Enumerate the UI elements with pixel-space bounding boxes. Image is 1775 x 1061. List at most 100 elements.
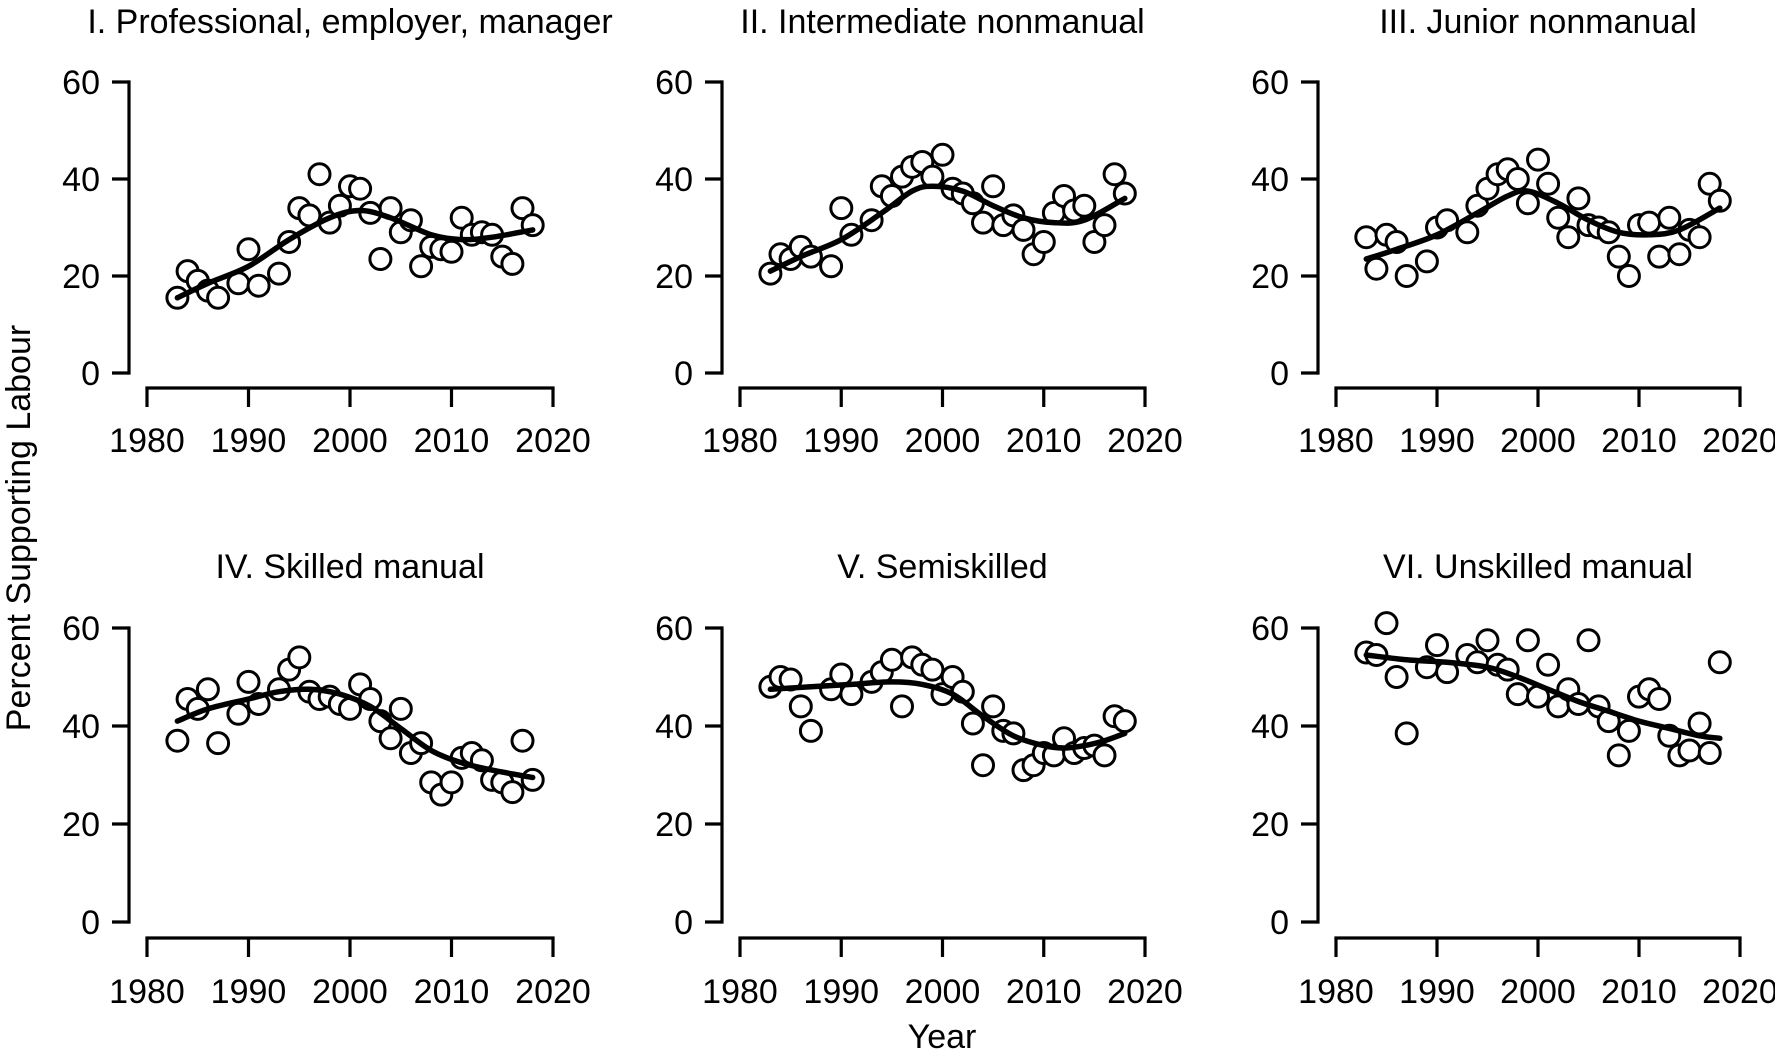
scatter-point <box>1606 244 1631 269</box>
scatter-point <box>378 726 403 751</box>
panel-title: II. Intermediate nonmanual <box>740 3 1144 41</box>
x-tick-label: 2010 <box>414 422 490 460</box>
y-tick-label: 40 <box>655 708 693 746</box>
scatter-point <box>1707 650 1732 675</box>
panel-title: V. Semiskilled <box>837 548 1047 586</box>
x-tick-label: 2000 <box>312 973 388 1011</box>
x-tick-label: 1990 <box>803 973 879 1011</box>
scatter-point <box>1687 225 1712 250</box>
scatter-point <box>195 677 220 702</box>
scatter-point <box>1505 682 1530 707</box>
x-tick-label: 1990 <box>803 422 879 460</box>
scatter-point <box>1697 171 1722 196</box>
scatter-point <box>1455 220 1480 245</box>
scatter-point <box>788 694 813 719</box>
scatter-point <box>930 142 955 167</box>
scatter-point <box>409 254 434 279</box>
scatter-point <box>439 239 464 264</box>
x-tick-label: 1980 <box>702 422 778 460</box>
scatter-point <box>439 770 464 795</box>
y-tick-label: 0 <box>674 904 693 942</box>
x-tick-label: 1980 <box>109 973 185 1011</box>
scatter-point <box>165 728 190 753</box>
y-tick-label: 0 <box>1270 904 1289 942</box>
scatter-point <box>1031 230 1056 254</box>
x-tick-label: 1990 <box>1399 422 1475 460</box>
y-tick-label: 20 <box>62 258 100 296</box>
x-tick-label: 2000 <box>1500 422 1576 460</box>
y-tick-label: 60 <box>655 64 693 102</box>
panel-title: IV. Skilled manual <box>215 548 484 586</box>
scatter-point <box>1526 147 1550 172</box>
panel-4: IV. Skilled manual 0 20 40 60 1980 1990 2000 201… <box>62 548 591 1011</box>
y-tick-label: 40 <box>1251 161 1289 199</box>
scatter-point <box>981 174 1006 199</box>
x-tick-label: 2010 <box>1006 422 1082 460</box>
scatter-point <box>510 196 535 221</box>
smooth-trend-line <box>174 207 536 301</box>
scatter-point <box>1616 264 1641 288</box>
scatter-point <box>1505 167 1530 191</box>
scatter-point <box>1364 256 1389 281</box>
scatter-point <box>890 694 914 719</box>
scatter-point <box>1475 628 1500 653</box>
smooth-trend-line <box>1363 652 1723 742</box>
scatter-point <box>819 254 844 279</box>
x-tick-label: 2010 <box>1601 973 1677 1011</box>
scatter-point <box>1647 687 1672 711</box>
y-tick-label: 40 <box>62 708 100 746</box>
scatter-point <box>307 162 332 187</box>
scatter-point <box>206 731 231 756</box>
scatter-point <box>1536 652 1561 677</box>
y-tick-label: 40 <box>1251 708 1289 746</box>
scatter-point <box>1092 213 1117 238</box>
x-tick-label: 1980 <box>1298 422 1374 460</box>
scatter-point <box>1011 217 1036 242</box>
y-tick-label: 40 <box>62 161 100 199</box>
scatter-point <box>368 247 393 271</box>
scatter-point <box>1102 162 1127 187</box>
scatter-point <box>1414 249 1439 274</box>
scatter-point <box>226 701 251 726</box>
scatter-point <box>1515 628 1540 653</box>
x-tick-label: 1990 <box>211 973 287 1011</box>
scatter-point <box>1374 611 1399 636</box>
x-tick-label: 2020 <box>515 973 591 1011</box>
x-tick-label: 2020 <box>1107 973 1183 1011</box>
scatter-point <box>798 718 823 743</box>
scatter-point <box>1566 186 1591 211</box>
scatter-point <box>1667 242 1692 267</box>
scatter-point <box>879 647 904 672</box>
scatter-point <box>1616 718 1641 743</box>
scatter-point <box>1425 633 1449 658</box>
x-tick-label: 2020 <box>515 422 591 460</box>
smooth-trend-line <box>174 686 536 781</box>
y-tick-label: 20 <box>655 258 693 296</box>
smooth-trend-line <box>1363 188 1723 262</box>
x-tick-label: 2020 <box>1702 422 1775 460</box>
panels-group: I. Professional, employer, manager 0 20 40 6… <box>62 3 1775 1011</box>
y-tick-label: 0 <box>674 355 693 393</box>
y-tick-label: 0 <box>1270 355 1289 393</box>
scatter-point <box>920 657 945 682</box>
scatter-point <box>236 669 261 694</box>
x-tick-label: 1980 <box>109 422 185 460</box>
scatter-point <box>287 645 312 670</box>
scatter-point <box>1606 743 1631 768</box>
y-tick-label: 60 <box>62 610 100 648</box>
scatter-point <box>348 176 373 201</box>
scatter-point <box>1394 264 1419 288</box>
scatter-point <box>960 711 985 736</box>
smooth-trend-line <box>767 679 1128 751</box>
scatter-point <box>1647 244 1672 269</box>
y-tick-label: 60 <box>62 64 100 102</box>
scatter-point <box>1394 721 1419 746</box>
x-tick-label: 1980 <box>702 973 778 1011</box>
panel-1: I. Professional, employer, manager 0 20 40 6… <box>62 3 613 460</box>
x-tick-label: 2010 <box>414 973 490 1011</box>
scatter-point <box>1677 738 1702 763</box>
scatter-point <box>246 273 271 298</box>
scatter-point <box>500 780 525 805</box>
